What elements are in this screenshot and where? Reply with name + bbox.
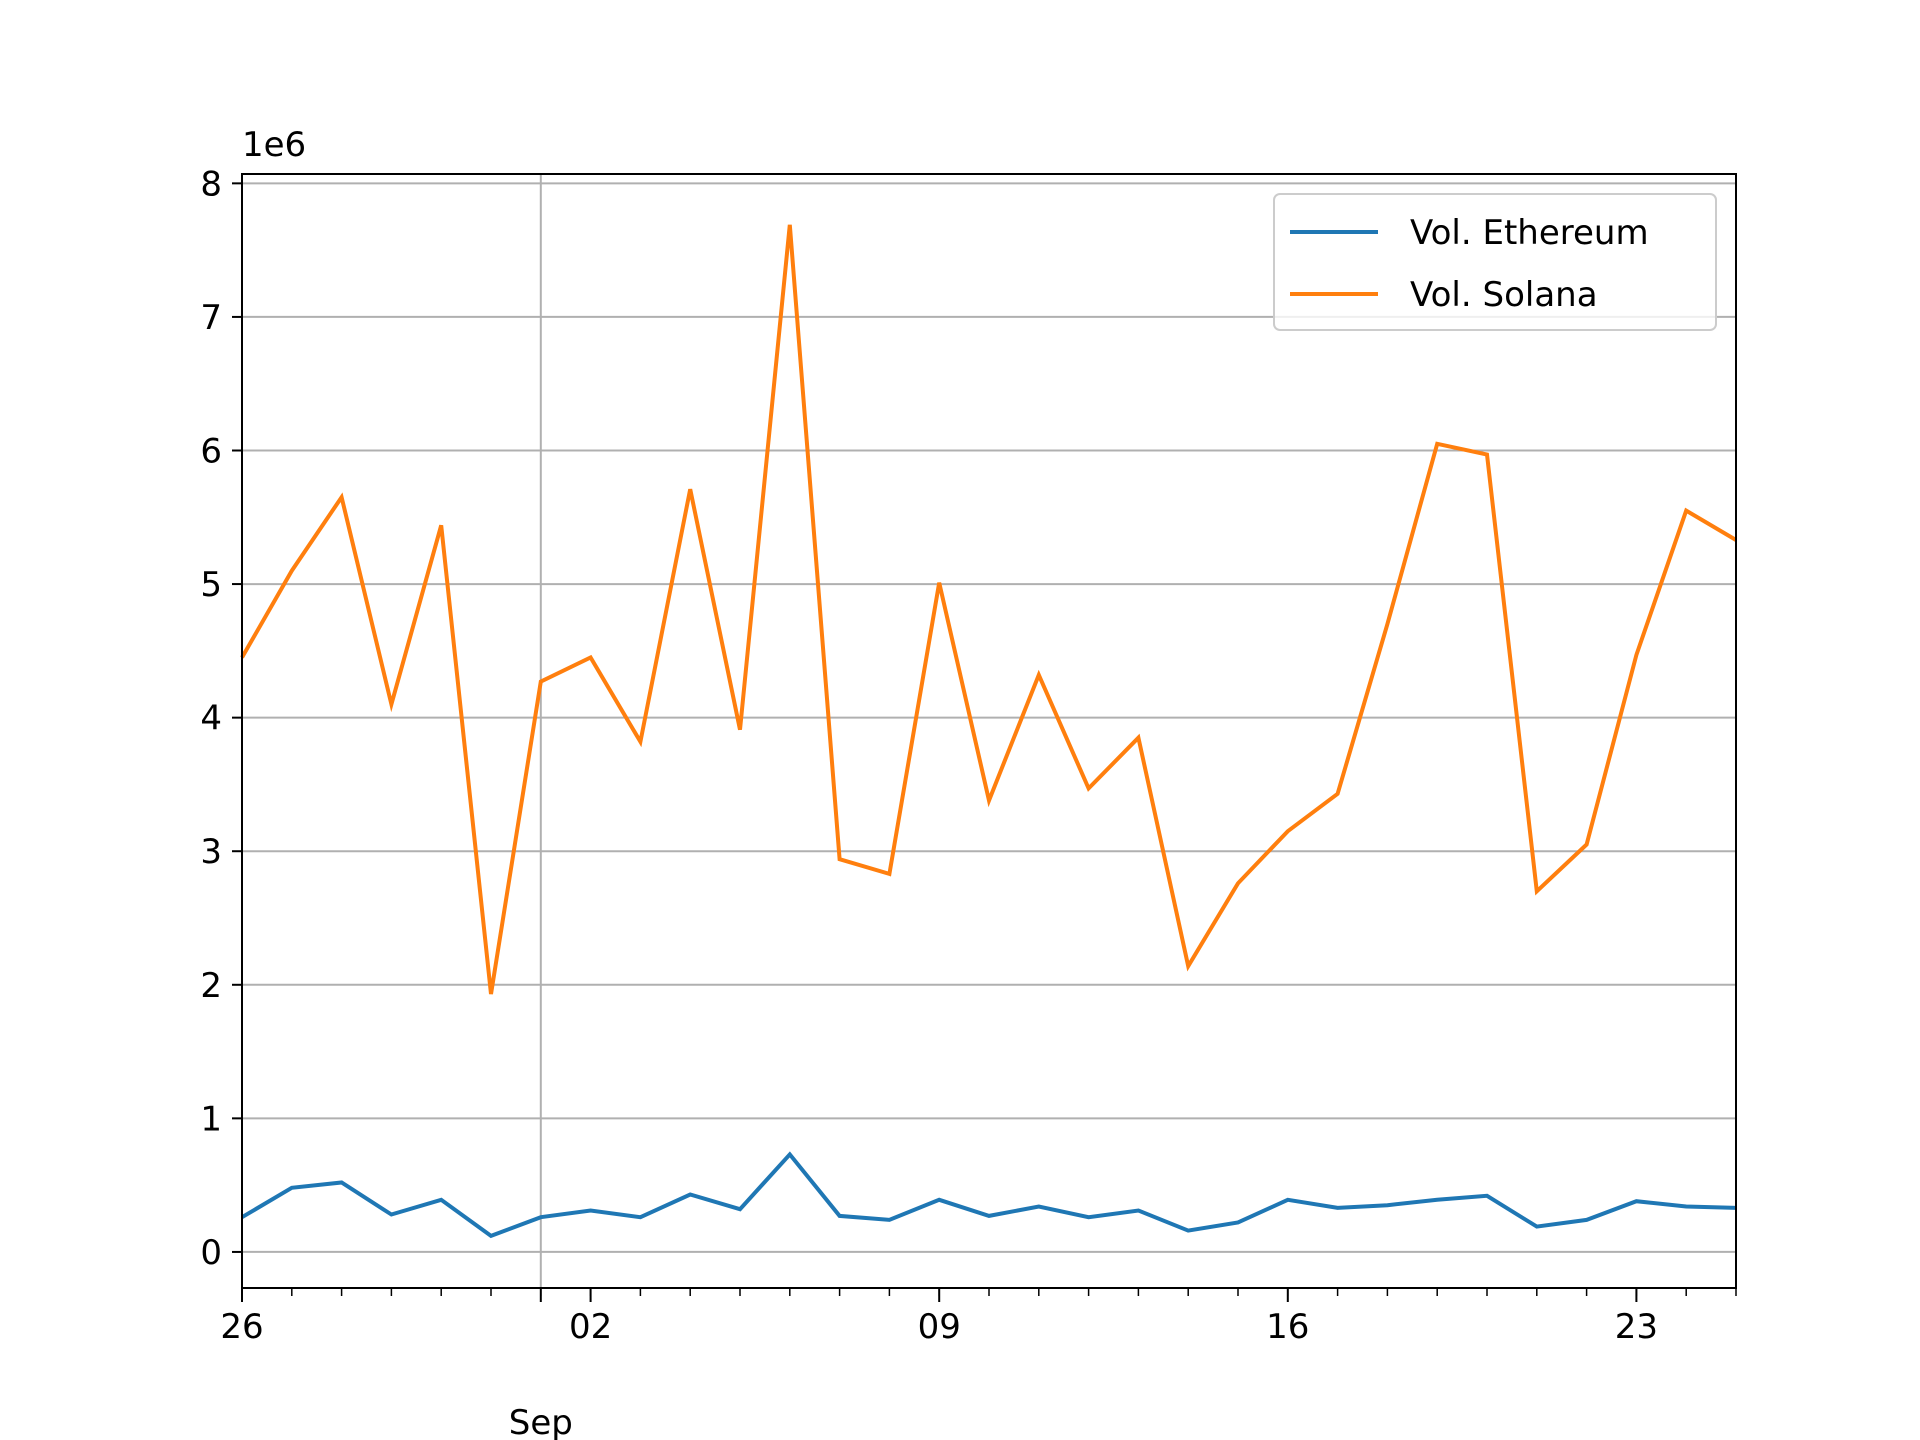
legend-label: Vol. Ethereum <box>1410 213 1649 253</box>
y-tick-label: 8 <box>200 164 222 204</box>
y-tick-label: 1 <box>200 1099 222 1139</box>
series-line <box>240 224 1738 995</box>
series-lines <box>240 224 1738 1239</box>
y-tick-label: 2 <box>200 966 222 1006</box>
y-tick-label: 7 <box>200 298 222 338</box>
x-tick-label: 02 <box>569 1307 612 1347</box>
y-axis-offset-label: 1e6 <box>242 125 306 165</box>
y-axis: 0 1 2 3 4 5 6 7 8 <box>200 164 242 1273</box>
y-tick-label: 4 <box>200 699 222 739</box>
legend: Vol. Ethereum Vol. Solana <box>1273 193 1717 331</box>
legend-label: Vol. Solana <box>1410 275 1598 315</box>
x-tick-label: 23 <box>1615 1307 1658 1347</box>
x-tick-label: 16 <box>1266 1307 1309 1347</box>
y-tick-label: 3 <box>200 832 222 872</box>
x-tick-label: 26 <box>220 1307 263 1347</box>
x-month-label: Sep <box>509 1403 573 1440</box>
series-line <box>240 1151 1737 1239</box>
y-tick-label: 0 <box>200 1233 222 1273</box>
x-axis: 26 02 09 16 23 Sep <box>220 1288 1737 1440</box>
y-tick-label: 6 <box>200 431 222 471</box>
legend-box <box>1273 193 1717 331</box>
x-tick-label: 09 <box>918 1307 961 1347</box>
y-tick-label: 5 <box>200 565 222 605</box>
